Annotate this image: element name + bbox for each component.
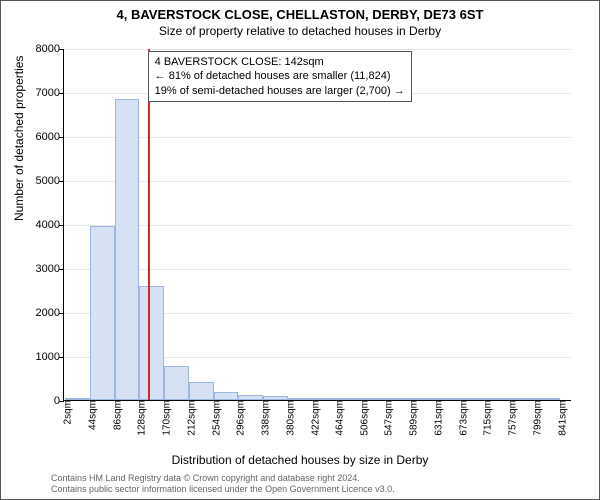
info-line-2: ← 81% of detached houses are smaller (11…: [155, 69, 405, 83]
footer-line-2: Contains public sector information licen…: [51, 484, 589, 495]
plot-area: 010002000300040005000600070008000 4 BAVE…: [63, 49, 571, 401]
info-line-3: 19% of semi-detached houses are larger (…: [155, 84, 405, 98]
x-tick-label: 757sqm: [502, 400, 519, 436]
x-tick-label: 86sqm: [106, 400, 123, 430]
gridline: [64, 269, 571, 270]
x-tick-label: 799sqm: [526, 400, 543, 436]
x-tick-label: 506sqm: [354, 400, 371, 436]
info-line-1: 4 BAVERSTOCK CLOSE: 142sqm: [155, 55, 405, 69]
x-tick-label: 44sqm: [81, 400, 98, 430]
x-tick-label: 673sqm: [452, 400, 469, 436]
histogram-bar: [90, 226, 115, 400]
y-tick-label: 8000: [36, 43, 64, 55]
y-tick-label: 5000: [36, 175, 64, 187]
x-tick-label: 296sqm: [230, 400, 247, 436]
histogram-bar: [164, 366, 189, 400]
histogram-bar: [214, 392, 239, 400]
info-box: 4 BAVERSTOCK CLOSE: 142sqm ← 81% of deta…: [148, 51, 412, 102]
gridline: [64, 137, 571, 138]
y-tick-label: 1000: [36, 351, 64, 363]
x-tick-label: 2sqm: [57, 400, 74, 424]
footer-line-1: Contains HM Land Registry data © Crown c…: [51, 473, 589, 484]
gridline: [64, 225, 571, 226]
histogram-bar: [139, 286, 164, 400]
gridline: [64, 49, 571, 50]
x-tick-label: 380sqm: [279, 400, 296, 436]
gridline: [64, 181, 571, 182]
x-tick-label: 547sqm: [378, 400, 395, 436]
x-tick-label: 841sqm: [551, 400, 568, 436]
histogram-bar: [115, 99, 140, 400]
y-tick-label: 7000: [36, 87, 64, 99]
y-tick-label: 3000: [36, 263, 64, 275]
x-tick-label: 422sqm: [304, 400, 321, 436]
y-axis-label: Number of detached properties: [12, 56, 26, 221]
x-tick-label: 254sqm: [205, 400, 222, 436]
footer-note: Contains HM Land Registry data © Crown c…: [51, 473, 589, 495]
x-tick-label: 589sqm: [403, 400, 420, 436]
x-axis-label: Distribution of detached houses by size …: [1, 453, 599, 467]
chart-subtitle: Size of property relative to detached ho…: [1, 22, 599, 38]
histogram-bar: [189, 382, 214, 400]
x-tick-label: 464sqm: [329, 400, 346, 436]
x-tick-label: 212sqm: [180, 400, 197, 436]
x-tick-label: 631sqm: [427, 400, 444, 436]
x-tick-label: 170sqm: [156, 400, 173, 436]
x-tick-label: 715sqm: [477, 400, 494, 436]
chart-title: 4, BAVERSTOCK CLOSE, CHELLASTON, DERBY, …: [1, 1, 599, 22]
x-tick-label: 338sqm: [255, 400, 272, 436]
y-tick-label: 2000: [36, 307, 64, 319]
chart-container: 4, BAVERSTOCK CLOSE, CHELLASTON, DERBY, …: [0, 0, 600, 500]
y-tick-label: 6000: [36, 131, 64, 143]
y-tick-label: 4000: [36, 219, 64, 231]
x-tick-label: 128sqm: [131, 400, 148, 436]
